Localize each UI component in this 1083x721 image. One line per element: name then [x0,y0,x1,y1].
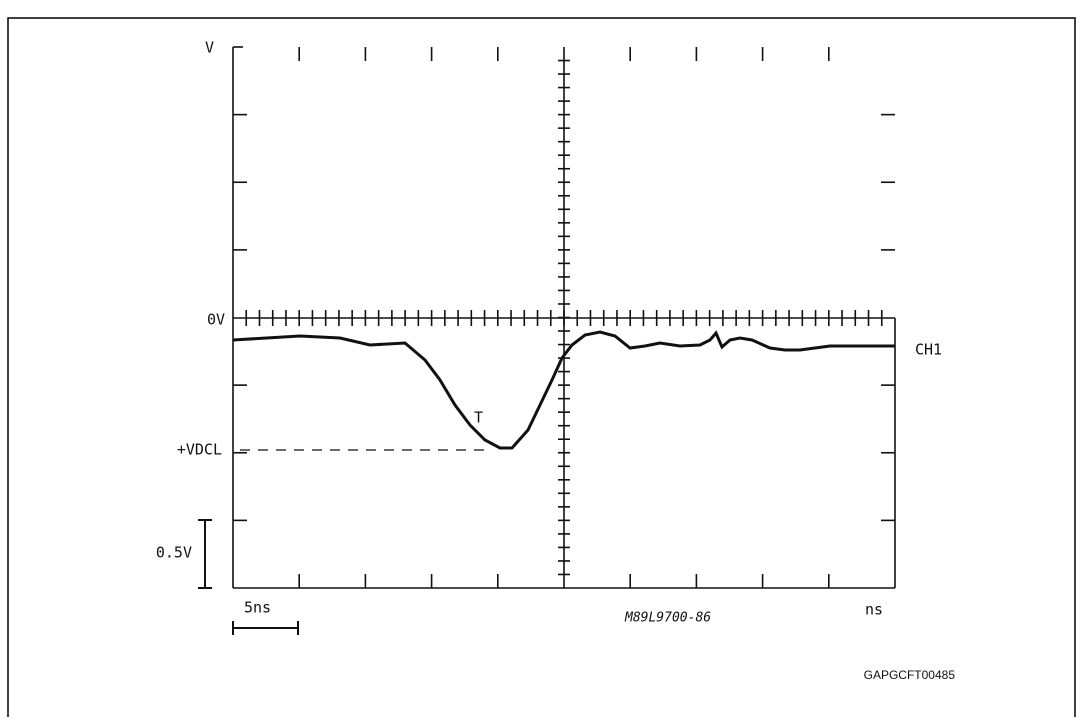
frame [7,17,1076,721]
time-scale-label: 5ns [244,599,271,617]
channel-label: CH1 [915,341,942,359]
time-scale-bar [232,621,299,635]
figure-code: GAPGCFT00485 [864,668,956,682]
marker-label: T [474,409,483,427]
zero-label: 0V [207,311,225,329]
plot-code: M89L9700-86 [624,611,711,626]
scope-grid [232,46,896,589]
ns-unit: ns [865,601,883,619]
waveform [232,330,895,450]
volt-scale-bar [198,519,212,589]
volt-scale-label: 0.5V [156,544,192,562]
vdcl-label: +VDCL [177,441,222,459]
v-unit: V [205,39,214,57]
